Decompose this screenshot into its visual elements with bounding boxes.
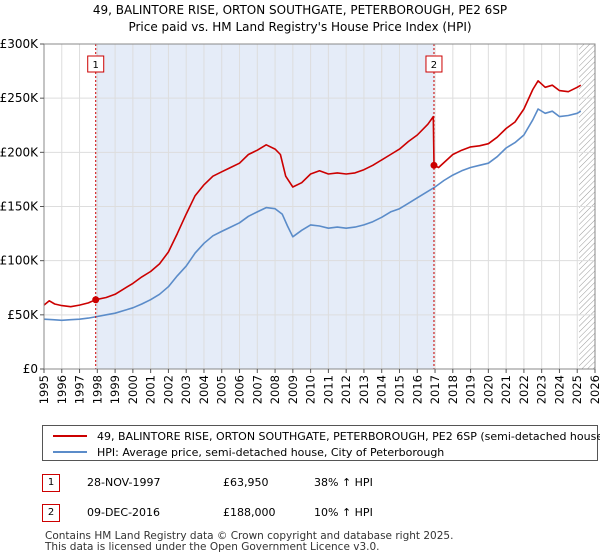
legend-label-hpi: HPI: Average price, semi-detached house,… — [97, 445, 445, 459]
x-tick-label-1997: 1997 — [73, 375, 87, 404]
series-line-hpi — [43, 108, 582, 322]
x-tick-label-2022: 2022 — [517, 375, 531, 404]
x-tick-label-2013: 2013 — [357, 375, 371, 404]
sale-badge-chart-label-2: 2 — [431, 60, 437, 71]
sales-table: 1 28-NOV-1997 £63,950 38% ↑ HPI 2 09-DEC… — [42, 474, 542, 526]
sale-badge-chart-2 — [425, 55, 443, 73]
x-tick-label-2000: 2000 — [126, 375, 140, 404]
x-tick-label-2007: 2007 — [250, 375, 264, 404]
x-tick-label-2008: 2008 — [268, 375, 282, 404]
x-tick-label-2010: 2010 — [304, 375, 318, 404]
x-tick-label-2019: 2019 — [464, 375, 478, 404]
y-tick-label-200000: £200K — [0, 145, 39, 159]
footer-line-2: This data is licensed under the Open Gov… — [45, 541, 380, 553]
y-tick-label-100000: £100K — [0, 254, 39, 268]
sale-point-1 — [92, 296, 100, 304]
x-tick-label-2002: 2002 — [161, 375, 175, 404]
x-tick-label-2012: 2012 — [339, 375, 353, 404]
footer-line-1: Contains HM Land Registry data © Crown c… — [45, 530, 454, 542]
sale-date-1: 28-NOV-1997 — [87, 476, 161, 489]
chart-title: 49, BALINTORE RISE, ORTON SOUTHGATE, PET… — [93, 3, 507, 17]
x-tick-label-1999: 1999 — [108, 375, 122, 404]
x-tick-label-2017: 2017 — [428, 375, 442, 404]
x-tick-label-2016: 2016 — [410, 375, 424, 404]
x-tick-label-2023: 2023 — [535, 375, 549, 404]
x-tick-label-2003: 2003 — [179, 375, 193, 404]
y-tick-label-0: £0 — [23, 362, 38, 376]
x-tick-label-2025: 2025 — [570, 375, 584, 404]
sale-hpi-1: 38% ↑ HPI — [314, 476, 373, 489]
x-tick-label-1995: 1995 — [37, 375, 51, 404]
x-tick-label-2014: 2014 — [375, 375, 389, 404]
y-tick-label-150000: £150K — [0, 200, 39, 214]
chart-subtitle: Price paid vs. HM Land Registry's House … — [128, 20, 471, 34]
y-tick-label-300000: £300K — [0, 37, 39, 51]
sale-hpi-2: 10% ↑ HPI — [314, 506, 373, 519]
x-tick-label-2011: 2011 — [321, 375, 335, 404]
y-tick-label-50000: £50K — [7, 308, 39, 322]
x-tick-label-2015: 2015 — [392, 375, 406, 404]
sale-badge-chart-1 — [87, 55, 105, 73]
sale-badge-2: 2 — [42, 504, 60, 522]
x-tick-label-2004: 2004 — [197, 375, 211, 404]
x-tick-label-2009: 2009 — [286, 375, 300, 404]
sale-badge-1: 1 — [42, 474, 60, 492]
price-chart: 49, BALINTORE RISE, ORTON SOUTHGATE, PET… — [0, 3, 600, 404]
sale-badge-chart-label-1: 1 — [93, 60, 99, 71]
sale-price-1: £63,950 — [223, 476, 269, 489]
x-tick-label-2020: 2020 — [481, 375, 495, 404]
legend-item-hpi: HPI: Average price, semi-detached house,… — [53, 444, 444, 460]
y-tick-label-250000: £250K — [0, 91, 39, 105]
legend-swatch-property — [53, 435, 87, 437]
footer-attribution: Contains HM Land Registry data © Crown c… — [45, 531, 453, 553]
x-tick-label-1998: 1998 — [90, 375, 104, 404]
x-tick-label-2006: 2006 — [233, 375, 247, 404]
x-tick-label-2024: 2024 — [552, 375, 566, 404]
x-tick-label-2021: 2021 — [499, 375, 513, 404]
sale-point-2 — [430, 161, 438, 169]
x-tick-label-2005: 2005 — [215, 375, 229, 404]
sale-row-2: 2 09-DEC-2016 £188,000 10% ↑ HPI — [42, 504, 542, 526]
legend-label-property: 49, BALINTORE RISE, ORTON SOUTHGATE, PET… — [97, 429, 600, 443]
sale-row-1: 1 28-NOV-1997 £63,950 38% ↑ HPI — [42, 474, 542, 496]
x-tick-label-2001: 2001 — [144, 375, 158, 404]
x-tick-label-2026: 2026 — [588, 375, 600, 404]
legend-swatch-hpi — [53, 451, 87, 453]
legend-item-property: 49, BALINTORE RISE, ORTON SOUTHGATE, PET… — [53, 428, 600, 444]
x-tick-label-1996: 1996 — [55, 375, 69, 404]
sale-price-2: £188,000 — [223, 506, 276, 519]
chart-legend: 49, BALINTORE RISE, ORTON SOUTHGATE, PET… — [42, 425, 600, 461]
series-line-property — [43, 80, 582, 308]
sale-date-2: 09-DEC-2016 — [87, 506, 161, 519]
x-tick-label-2018: 2018 — [446, 375, 460, 404]
